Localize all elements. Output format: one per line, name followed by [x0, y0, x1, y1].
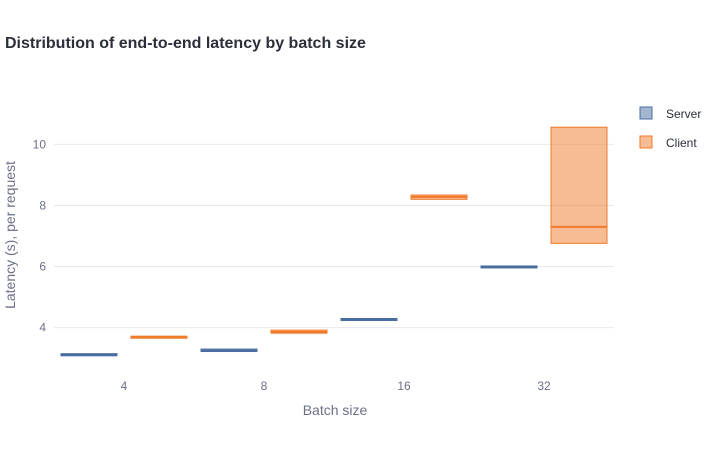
- gridlines: [54, 143, 614, 329]
- legend-swatch: [639, 135, 653, 149]
- y-tick-label: 10: [33, 137, 47, 151]
- box-server[interactable]: [60, 353, 118, 357]
- y-axis-title: Latency (s), per request: [2, 161, 18, 309]
- x-tick-labels: 4 8 16 32: [121, 379, 551, 393]
- x-tick-label: 8: [261, 379, 268, 393]
- box-server[interactable]: [200, 348, 258, 353]
- legend-item-client[interactable]: Client: [639, 135, 697, 150]
- box-client[interactable]: [410, 194, 468, 200]
- box-client[interactable]: [130, 335, 188, 339]
- y-tick-label: 6: [39, 260, 46, 274]
- legend-label: Server: [666, 107, 701, 121]
- chart-title: Distribution of end-to-end latency by ba…: [5, 35, 366, 52]
- x-tick-label: 4: [121, 379, 128, 393]
- y-tick-labels: 4 6 8 10: [33, 137, 47, 334]
- y-tick-label: 4: [39, 321, 46, 335]
- box-client[interactable]: [270, 329, 328, 334]
- legend-swatch: [639, 106, 653, 120]
- x-tick-label: 32: [537, 379, 551, 393]
- box-server[interactable]: [340, 318, 398, 322]
- boxes: [60, 126, 608, 357]
- legend-item-server[interactable]: Server: [639, 106, 701, 121]
- x-tick-label: 16: [397, 379, 411, 393]
- y-tick-label: 8: [39, 198, 46, 212]
- legend: Server Client: [639, 106, 701, 150]
- x-axis-title: Batch size: [303, 402, 368, 418]
- legend-label: Client: [666, 136, 697, 150]
- box-body: [550, 126, 608, 244]
- box-client[interactable]: [550, 126, 608, 244]
- box-server[interactable]: [480, 265, 538, 269]
